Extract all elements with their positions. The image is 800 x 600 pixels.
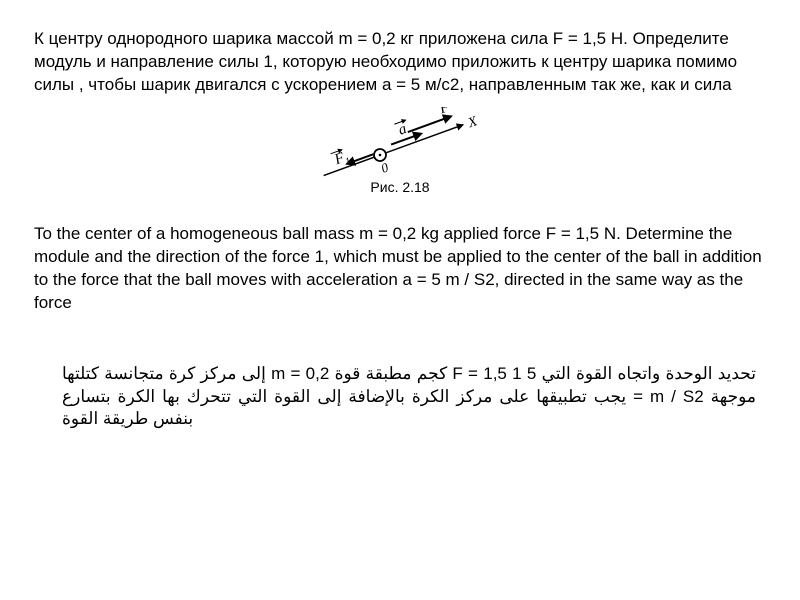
force-f-arrow bbox=[408, 116, 451, 132]
origin-label: 0 bbox=[379, 159, 391, 175]
figure-block: 0 F1 a F X Рис. 2.18 bbox=[34, 107, 766, 195]
figure-caption: Рис. 2.18 bbox=[370, 179, 429, 195]
problem-text-russian: К центру однородного шарика массой m = 0… bbox=[34, 28, 766, 97]
page: К центру однородного шарика массой m = 0… bbox=[0, 0, 800, 600]
force-diagram-figure: 0 F1 a F X bbox=[315, 107, 485, 177]
problem-text-english: To the center of a homogeneous ball mass… bbox=[34, 223, 766, 315]
acceleration-label: a bbox=[396, 121, 409, 139]
x-axis bbox=[324, 125, 463, 176]
problem-text-third-language: إلى مركز كرة متجانسة كتلتها m = 0,2 كجم … bbox=[34, 363, 766, 432]
x-axis-label: X bbox=[465, 114, 480, 132]
force-f1-label: F1 bbox=[332, 148, 353, 171]
